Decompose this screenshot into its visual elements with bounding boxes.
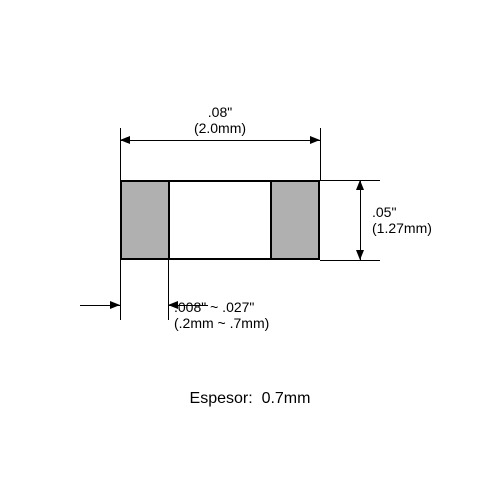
width-arrow-right — [310, 136, 320, 144]
width-arrow-left — [120, 136, 130, 144]
height-dim-line — [360, 180, 361, 260]
terminal-extension-left — [120, 260, 121, 320]
terminal-label: .008" ~ .027" (.2mm ~ .7mm) — [174, 299, 269, 331]
height-arrow-top — [356, 180, 364, 190]
thickness-text: Espesor: 0.7mm — [0, 390, 500, 408]
height-metric: (1.27mm) — [372, 220, 432, 236]
width-label: .08" (2.0mm) — [120, 104, 320, 136]
height-arrow-bottom — [356, 250, 364, 260]
terminal-imperial: .008" ~ .027" — [174, 299, 254, 315]
terminal-left — [122, 182, 170, 258]
thickness-value: 0.7mm — [262, 390, 311, 407]
diagram-canvas: .08" (2.0mm) .05" (1.27mm) .008" ~ .027"… — [0, 0, 500, 500]
terminal-extension-right — [168, 260, 169, 320]
height-imperial: .05" — [372, 204, 396, 220]
width-dim-line — [120, 140, 320, 141]
height-extension-top — [320, 180, 380, 181]
width-extension-right — [320, 128, 321, 180]
width-metric: (2.0mm) — [194, 120, 246, 136]
terminal-right — [270, 182, 318, 258]
terminal-arrow-left — [110, 301, 120, 309]
width-imperial: .08" — [208, 104, 232, 120]
height-extension-bottom — [320, 260, 380, 261]
smd-component-body — [120, 180, 320, 260]
height-label: .05" (1.27mm) — [372, 204, 432, 236]
thickness-label: Espesor: — [190, 390, 253, 407]
terminal-metric: (.2mm ~ .7mm) — [174, 315, 269, 331]
